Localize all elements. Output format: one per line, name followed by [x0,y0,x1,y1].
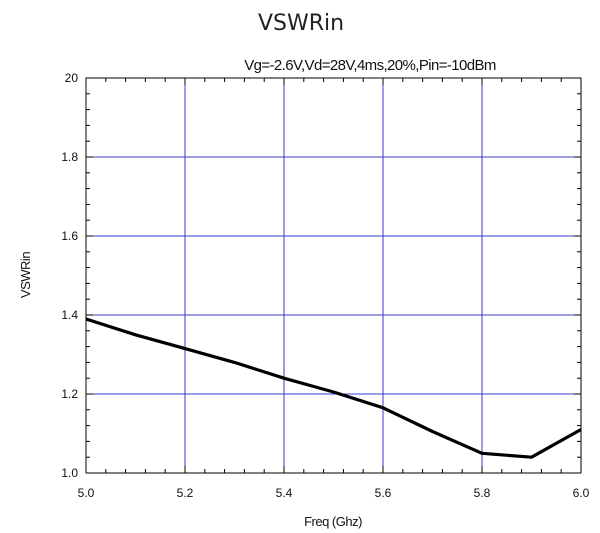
x-tick-label: 5.0 [78,486,95,500]
y-tick-label: 20 [65,71,79,85]
x-tick-label: 5.4 [276,486,293,500]
chart-subtitle: Vg=-2.6V,Vd=28V,4ms,20%,Pin=-10dBm [244,57,496,74]
x-tick-label: 5.6 [375,486,392,500]
y-tick-labels: 1.0 1.2 1.4 1.6 1.8 20 [61,71,78,480]
series-line-vswrin [85,317,582,459]
x-axis-label: Freq (Ghz) [304,514,362,529]
y-axis-label: VSWRin [18,252,33,298]
y-tick-label: 1.4 [61,308,78,322]
y-tick-label: 1.2 [61,387,78,401]
y-tick-label: 1.0 [61,466,78,480]
y-tick-label: 1.8 [61,150,78,164]
x-tick-label: 5.2 [177,486,194,500]
plot-frame [85,77,582,474]
chart-title: VSWRin [258,11,344,36]
x-tick-labels: 5.0 5.2 5.4 5.6 5.8 6.0 [78,486,590,500]
series-lines [85,317,582,459]
y-tick-label: 1.6 [61,229,78,243]
x-tick-label: 5.8 [474,486,491,500]
minor-ticks [85,77,582,474]
grid-lines [86,78,581,473]
x-tick-label: 6.0 [573,486,590,500]
